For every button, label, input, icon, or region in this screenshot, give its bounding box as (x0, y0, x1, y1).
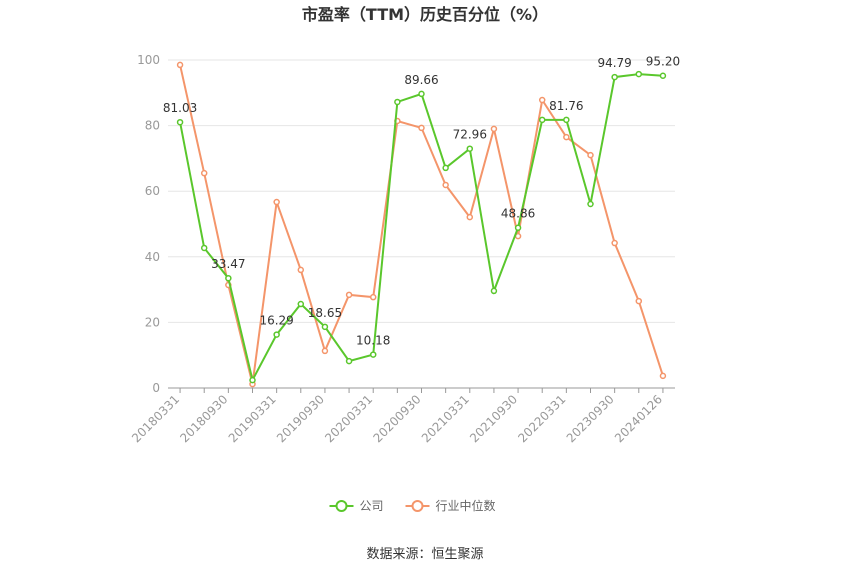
source-note: 数据来源：恒生聚源 (366, 547, 483, 562)
x-tick-label: 20190930 (274, 392, 327, 445)
y-tick-label: 0 (152, 381, 160, 395)
x-tick-label: 20220331 (515, 392, 568, 445)
data-point (587, 151, 594, 159)
data-point (466, 213, 474, 221)
x-tick-label: 20190331 (226, 392, 279, 445)
data-label: 95.20 (646, 55, 680, 69)
data-point (635, 297, 643, 305)
chart-title: 市盈率（TTM）历史百分位（%） (302, 5, 548, 24)
legend-marker (411, 500, 424, 512)
y-tick-label: 60 (145, 184, 160, 198)
x-tick-label: 20240126 (612, 392, 665, 445)
data-point (200, 169, 208, 177)
data-point (200, 244, 208, 252)
y-tick-label: 80 (145, 119, 160, 133)
x-tick-label: 20180930 (177, 392, 230, 445)
data-point (273, 198, 280, 206)
data-point (442, 181, 449, 189)
data-point (249, 376, 256, 384)
legend-marker (335, 500, 348, 512)
x-tick-label: 20210930 (467, 392, 520, 445)
data-label: 94.79 (597, 56, 631, 70)
data-point (563, 116, 570, 124)
legend-label: 行业中位数 (436, 498, 496, 513)
series-line (179, 64, 664, 385)
data-point (635, 70, 643, 78)
data-point (297, 266, 305, 274)
data-point (442, 164, 449, 172)
legend-label: 公司 (360, 499, 384, 513)
data-point (176, 118, 184, 126)
x-tick-label: 20180331 (129, 392, 182, 445)
data-label: 48.86 (501, 207, 535, 221)
data-point (345, 357, 353, 365)
data-point (659, 372, 667, 380)
data-point (563, 133, 570, 141)
data-label: 89.66 (404, 73, 438, 87)
data-point (321, 323, 329, 331)
data-point (538, 116, 546, 124)
data-label: 18.65 (308, 306, 342, 320)
data-point (466, 145, 474, 152)
data-point (225, 274, 232, 282)
data-point (394, 98, 401, 106)
data-point (297, 300, 305, 308)
data-point (369, 293, 377, 301)
data-label: 81.76 (549, 99, 583, 113)
x-tick-label: 20200930 (371, 392, 424, 445)
data-point (490, 287, 498, 295)
data-point (659, 72, 667, 79)
x-tick-label: 20230930 (564, 392, 617, 445)
data-point (369, 351, 377, 358)
data-point (176, 61, 184, 69)
x-tick-label: 20200331 (322, 392, 375, 445)
data-label: 72.96 (453, 128, 487, 142)
data-point (611, 73, 618, 81)
data-point (611, 239, 618, 247)
data-point (321, 347, 329, 355)
data-point (490, 125, 498, 133)
data-point (587, 200, 594, 208)
data-label: 16.29 (259, 314, 293, 328)
series-line (179, 73, 663, 383)
data-label: 33.47 (211, 257, 245, 271)
data-point (345, 291, 353, 299)
y-tick-label: 20 (145, 315, 160, 329)
data-point (418, 124, 425, 132)
data-point (418, 90, 425, 98)
y-tick-label: 100 (137, 53, 160, 67)
data-point (273, 331, 280, 338)
data-label: 10.18 (356, 334, 390, 348)
x-tick-label: 20210331 (419, 392, 472, 445)
data-label: 81.03 (163, 101, 197, 115)
y-tick-label: 40 (145, 250, 160, 264)
data-point (538, 96, 546, 104)
data-point (514, 224, 522, 231)
